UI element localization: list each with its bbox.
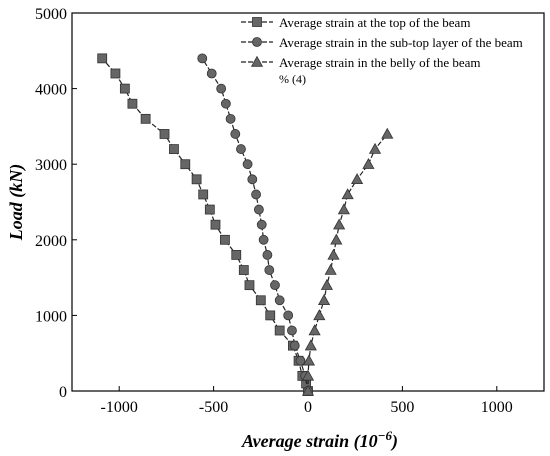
- square-point-1-14: [198, 189, 209, 200]
- circle-point-2-5: [283, 310, 294, 321]
- legend-marker-1: [252, 17, 262, 27]
- triangle-point-3-17: [381, 127, 394, 139]
- circle-point-2-7: [270, 280, 280, 291]
- y-tick-label-2: 2000: [35, 233, 67, 250]
- square-point-1-10: [231, 250, 242, 260]
- square-point-1-20: [127, 98, 138, 109]
- y-tick-label-4: 4000: [35, 82, 67, 99]
- circle-point-2-2: [295, 355, 306, 366]
- triangle-point-3-0: [301, 384, 315, 396]
- triangle-point-3-14: [351, 173, 364, 185]
- circle-point-2-10: [258, 234, 269, 245]
- square-point-1-18: [159, 129, 170, 139]
- series-3-line: [307, 133, 388, 391]
- circle-point-2-6: [274, 295, 285, 306]
- x-tick-label-3: 500: [390, 399, 414, 416]
- legend-note: % (4): [279, 72, 306, 86]
- series-layer: [97, 53, 394, 396]
- square-point-1-8: [244, 280, 255, 291]
- square-point-1-22: [110, 68, 121, 79]
- triangle-point-3-11: [333, 218, 346, 230]
- triangle-point-3-6: [317, 294, 331, 306]
- legend-marker-3: [250, 55, 264, 67]
- circle-point-2-18: [225, 113, 236, 124]
- triangle-point-3-8: [324, 263, 337, 275]
- series-2-line: [201, 58, 309, 392]
- legend: Average strain at the top of the beam Ave…: [241, 15, 523, 86]
- circle-point-2-9: [262, 250, 273, 260]
- circle-point-2-12: [254, 204, 264, 215]
- triangle-point-3-1: [301, 369, 315, 381]
- square-point-1-11: [220, 234, 230, 245]
- circle-point-2-21: [206, 68, 217, 79]
- square-point-1-16: [180, 159, 191, 170]
- circle-point-2-3: [289, 340, 300, 351]
- square-point-1-6: [265, 310, 276, 321]
- triangle-point-3-15: [362, 157, 375, 169]
- triangle-point-3-9: [327, 248, 340, 260]
- circle-point-2-20: [216, 83, 227, 94]
- y-axis-title: Load (kN): [6, 164, 27, 241]
- triangle-point-3-5: [313, 309, 326, 321]
- circle-point-2-16: [236, 144, 246, 154]
- circle-point-2-17: [230, 129, 241, 139]
- circle-point-2-11: [256, 219, 267, 230]
- square-point-1-19: [140, 113, 151, 124]
- triangle-point-3-3: [304, 339, 317, 351]
- x-axis-title: Average strain (10−6): [241, 428, 398, 452]
- square-point-1-12: [210, 219, 221, 230]
- circle-point-2-8: [264, 265, 275, 275]
- square-point-1-7: [255, 295, 266, 306]
- y-tick-label-5: 5000: [35, 6, 67, 23]
- circle-point-2-19: [220, 98, 231, 109]
- legend-label-2: Average strain in the sub-top layer of t…: [279, 35, 523, 50]
- circle-point-2-14: [247, 174, 258, 185]
- triangle-point-3-12: [337, 203, 350, 215]
- triangle-point-3-4: [308, 324, 321, 336]
- triangle-point-3-7: [320, 278, 333, 290]
- y-tick-label-0: 0: [59, 384, 67, 401]
- square-point-1-5: [274, 325, 285, 336]
- x-tick-label-1: -500: [199, 399, 228, 416]
- circle-point-2-22: [197, 53, 208, 64]
- axis-ticks: -1000 -500 0 500 1000 0 1000 2000 3000 4000 5000: [35, 6, 513, 416]
- x-tick-label-2: 0: [304, 399, 312, 416]
- y-tick-label-3: 3000: [35, 157, 67, 174]
- legend-label-1: Average strain at the top of the beam: [279, 15, 470, 30]
- triangle-point-3-2: [302, 354, 316, 366]
- square-point-1-15: [191, 174, 202, 185]
- series-2: [197, 53, 313, 396]
- x-tick-label-4: 1000: [481, 399, 513, 416]
- square-point-1-13: [204, 204, 215, 215]
- triangle-point-3-13: [341, 188, 354, 200]
- triangle-point-3-10: [330, 233, 343, 245]
- y-tick-label-1: 1000: [35, 308, 67, 325]
- legend-marker-2: [252, 37, 262, 47]
- series-3: [301, 127, 394, 396]
- circle-point-2-15: [242, 159, 253, 170]
- triangle-point-3-16: [368, 142, 382, 154]
- square-point-1-9: [238, 265, 249, 275]
- square-point-1-23: [97, 53, 108, 64]
- circle-point-2-4: [287, 325, 297, 336]
- legend-label-3: Average strain in the belly of the beam: [279, 55, 481, 70]
- circle-point-2-13: [251, 189, 261, 200]
- series-1: [97, 53, 313, 396]
- square-point-1-17: [169, 144, 179, 154]
- square-point-1-21: [119, 83, 130, 94]
- x-tick-label-0: -1000: [101, 399, 138, 416]
